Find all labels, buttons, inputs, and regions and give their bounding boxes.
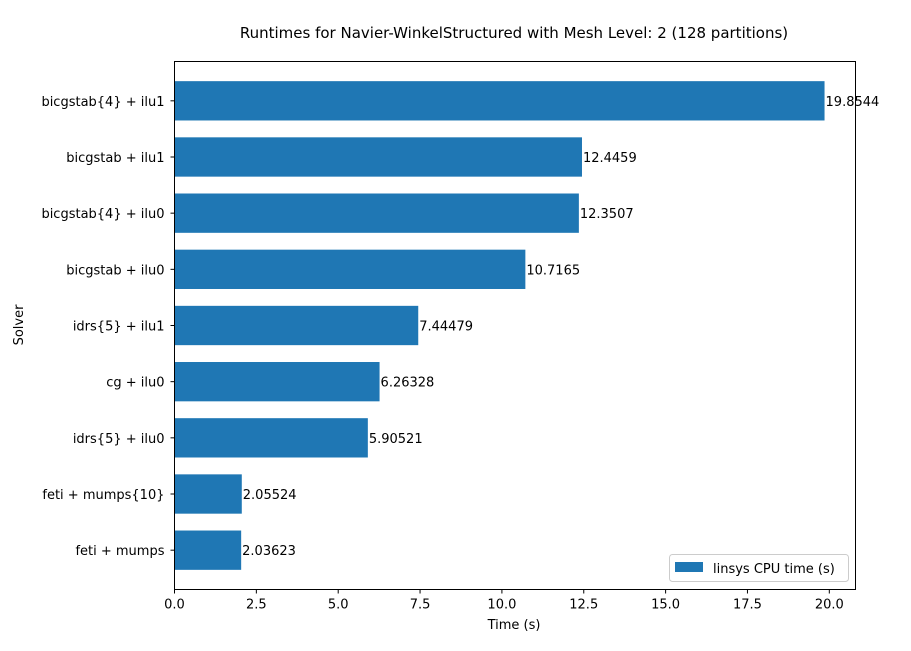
bar-value-label: 10.7165 — [526, 263, 580, 278]
bar — [174, 530, 242, 570]
x-tick-label: 7.5 — [410, 598, 431, 613]
y-tick-label: bicgstab{4} + ilu0 — [41, 207, 164, 222]
bar — [174, 362, 380, 402]
chart-title: Runtimes for Navier-WinkelStructured wit… — [240, 24, 788, 42]
legend-label: linsys CPU time (s) — [713, 562, 835, 577]
legend-swatch — [675, 562, 703, 572]
bar — [174, 305, 419, 346]
bar — [174, 137, 582, 177]
bar-value-label: 12.4459 — [583, 151, 637, 166]
x-axis-ticks: 0.0 2.5 5.0 7.5 10.0 12.5 15.0 17.5 20.0 — [164, 589, 844, 613]
value-labels-layer: 19.8544 12.4459 12.3507 10.7165 7.44479 6.263… — [242, 95, 879, 559]
bar — [174, 193, 579, 233]
x-axis-label: Time (s) — [487, 618, 541, 633]
legend-box — [669, 554, 849, 582]
bar-value-label: 2.05524 — [243, 488, 297, 503]
x-tick-label: 12.5 — [569, 598, 598, 613]
y-tick-label: cg + ilu0 — [106, 376, 164, 391]
x-tick-label: 10.0 — [487, 598, 516, 613]
bar — [174, 474, 242, 514]
y-axis-ticks: bicgstab{4} + ilu1 bicgstab + ilu1 bicgsta… — [41, 95, 175, 559]
y-tick-label: idrs{5} + ilu1 — [73, 320, 165, 335]
bars-layer — [174, 81, 825, 570]
x-tick-label: 0.0 — [164, 598, 185, 613]
x-tick-label: 2.5 — [246, 598, 267, 613]
y-tick-label: feti + mumps{10} — [42, 488, 164, 503]
bar — [174, 81, 825, 121]
x-tick-label: 20.0 — [815, 598, 844, 613]
y-tick-label: idrs{5} + ilu0 — [73, 432, 165, 447]
bar-value-label: 6.26328 — [381, 376, 435, 391]
bar-value-label: 19.8544 — [826, 95, 880, 110]
y-tick-label: bicgstab + ilu0 — [66, 263, 164, 278]
x-tick-label: 17.5 — [733, 598, 762, 613]
x-tick-label: 5.0 — [328, 598, 349, 613]
bar — [174, 249, 526, 289]
y-tick-label: bicgstab{4} + ilu1 — [41, 95, 164, 110]
bar-value-label: 2.03623 — [242, 544, 296, 559]
y-tick-label: bicgstab + ilu1 — [66, 151, 164, 166]
bar-value-label: 7.44479 — [419, 320, 473, 335]
bar-value-label: 12.3507 — [580, 207, 634, 222]
x-tick-label: 15.0 — [651, 598, 680, 613]
y-tick-label: feti + mumps — [75, 544, 164, 559]
bar-value-label: 5.90521 — [369, 432, 423, 447]
bar — [174, 418, 368, 458]
legend: linsys CPU time (s) — [669, 554, 849, 582]
y-axis-label: Solver — [12, 304, 27, 346]
